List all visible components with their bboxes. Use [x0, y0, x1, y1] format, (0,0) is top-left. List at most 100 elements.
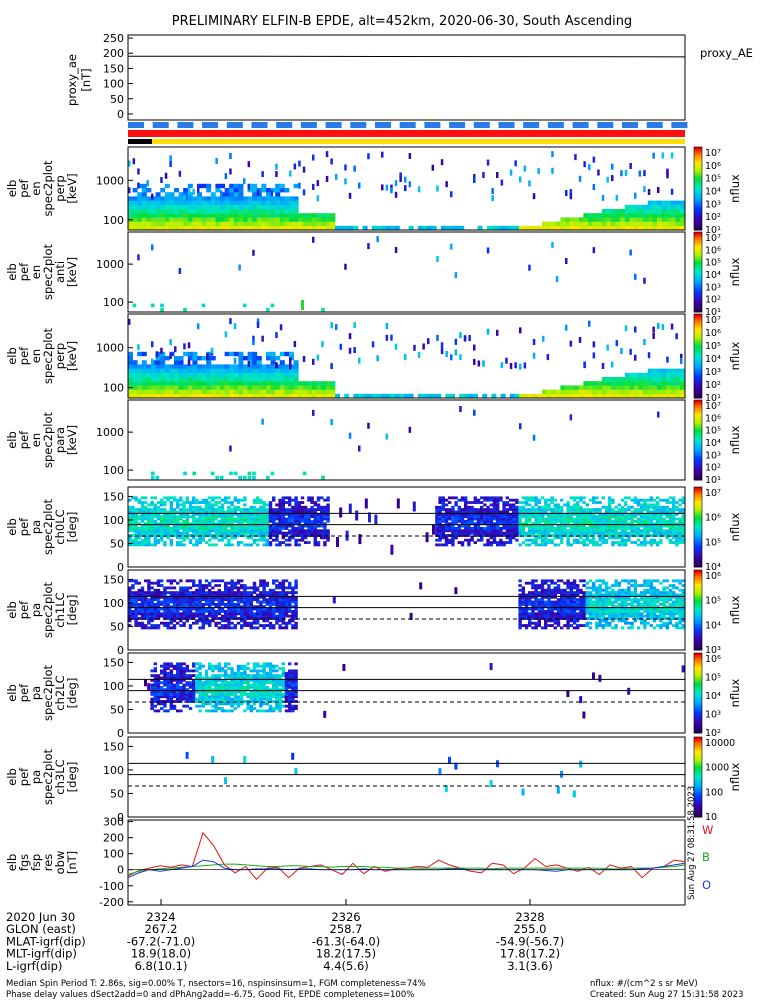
- spec-cell: [270, 360, 276, 365]
- spec-cell: [160, 177, 163, 184]
- pa-cell: [288, 602, 292, 606]
- spec-cell: [141, 183, 147, 189]
- pa-cell: [182, 602, 186, 606]
- pa-cell: [176, 515, 180, 519]
- pa-cell: [620, 508, 625, 512]
- spec-cell: [220, 381, 225, 386]
- pa-cell: [652, 503, 657, 507]
- pa-cell: [281, 536, 285, 540]
- spec-cell: [551, 225, 557, 230]
- spec-cell: [220, 204, 225, 210]
- pa-cell: [348, 503, 352, 514]
- pa-cell: [672, 527, 676, 530]
- spec-cell: [141, 200, 147, 205]
- pa-cell: [582, 531, 586, 535]
- spec-cell: [224, 351, 230, 357]
- panel-ylabel: spec2plot: [41, 411, 55, 468]
- spec-cell: [661, 377, 667, 382]
- pa-cell: [681, 541, 685, 544]
- spec-cell: [652, 372, 658, 378]
- pa-cell: [156, 593, 161, 597]
- spec-cell: [528, 264, 531, 271]
- pa-cell: [281, 503, 285, 507]
- spec-cell: [284, 196, 290, 201]
- spec-cell: [215, 372, 221, 378]
- pa-cell: [531, 612, 535, 616]
- pa-cell: [544, 501, 548, 504]
- pa-cell: [179, 624, 183, 627]
- pa-cell: [524, 517, 529, 521]
- spec-cell: [146, 225, 152, 230]
- pa-cell: [678, 529, 682, 533]
- spec-cell: [141, 188, 147, 193]
- pa-cell: [240, 512, 244, 516]
- pa-cell: [512, 529, 516, 533]
- pa-cell: [275, 515, 279, 519]
- pa-cell: [582, 519, 586, 523]
- spec-cell: [629, 221, 635, 226]
- pa-cell: [320, 519, 324, 523]
- spec-cell: [298, 389, 304, 394]
- spec-cell: [574, 154, 577, 161]
- pa-cell: [144, 496, 148, 500]
- spec-cell: [312, 183, 315, 190]
- pa-cell: [160, 508, 164, 512]
- pa-cell: [284, 496, 289, 500]
- spec-cell: [606, 221, 612, 226]
- spec-cell: [532, 338, 536, 345]
- ytick-label: 1000: [96, 426, 124, 439]
- spec-cell: [220, 221, 225, 226]
- pa-cell: [624, 522, 628, 526]
- pa-cell: [201, 519, 205, 523]
- pa-cell: [332, 596, 336, 604]
- pa-cell: [131, 517, 135, 521]
- pa-cell: [307, 517, 311, 521]
- pa-cell: [540, 496, 545, 500]
- pa-cell: [556, 588, 561, 592]
- pa-cell: [291, 605, 295, 609]
- spec-cell: [160, 221, 166, 226]
- spec-cell: [408, 152, 412, 159]
- pa-cell: [156, 595, 161, 599]
- pa-cell: [134, 598, 138, 602]
- pa-cell: [147, 591, 151, 595]
- pa-cell: [326, 512, 330, 516]
- spec-cell: [615, 393, 621, 398]
- ytick-label: 100: [103, 296, 124, 309]
- pa-cell: [220, 536, 225, 540]
- spec-cell: [321, 389, 327, 394]
- spec-cell: [519, 327, 522, 334]
- pa-cell: [288, 517, 292, 521]
- pa-cell: [524, 598, 529, 602]
- pa-cell: [601, 541, 605, 544]
- pa-cell: [134, 579, 138, 583]
- pa-cell: [182, 605, 186, 609]
- pa-cell: [140, 624, 145, 627]
- pa-cell: [128, 510, 132, 514]
- pa-cell: [320, 531, 324, 535]
- pa-cell: [220, 610, 225, 613]
- pa-cell: [176, 543, 180, 547]
- spec-cell: [141, 225, 147, 230]
- pa-cell: [665, 515, 669, 519]
- pa-cell: [441, 527, 445, 530]
- pa-cell: [256, 538, 260, 542]
- pa-cell: [476, 498, 481, 502]
- pa-cell: [512, 524, 516, 528]
- pa-cell: [233, 529, 237, 533]
- pa-cell: [201, 524, 205, 528]
- spec-cell: [261, 368, 267, 373]
- spec-cell: [174, 377, 179, 382]
- pa-cell: [624, 538, 628, 542]
- pa-cell: [537, 607, 541, 611]
- spec-cell: [266, 217, 271, 222]
- pa-cell: [617, 517, 621, 521]
- spec-cell: [201, 377, 207, 382]
- pa-cell: [627, 517, 631, 521]
- pa-cell: [643, 529, 647, 533]
- pa-cell: [531, 538, 535, 542]
- spec-cell: [302, 381, 308, 386]
- pa-cell: [544, 510, 548, 514]
- spec-cell: [643, 217, 649, 222]
- spec-cell: [620, 348, 623, 355]
